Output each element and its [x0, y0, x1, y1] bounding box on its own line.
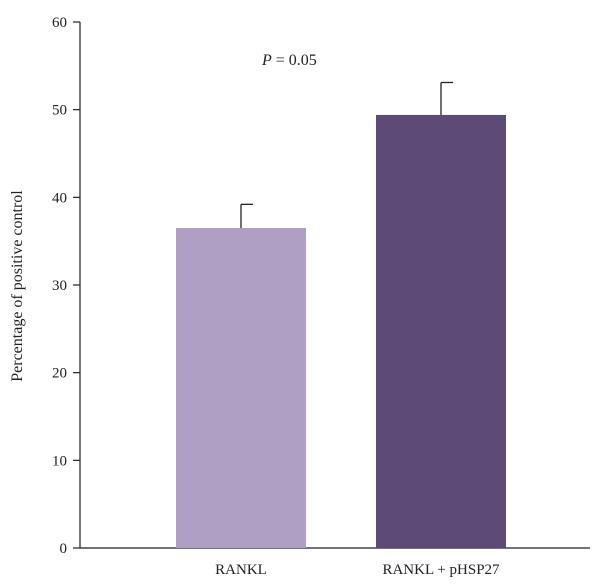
y-tick-label: 60: [52, 15, 67, 31]
bar: [376, 114, 506, 548]
p-value-annotation: P = 0.05: [261, 52, 317, 69]
y-tick-label: 30: [52, 278, 67, 294]
p-value-italic: P: [261, 52, 272, 69]
error-bars: [240, 81, 453, 229]
y-axis: 0 10 20 30 40 50 60: [52, 15, 81, 557]
x-tick-label: RANKL + pHSP27: [382, 562, 500, 578]
bar: [176, 228, 306, 548]
x-axis: RANKL RANKL + pHSP27: [80, 547, 590, 578]
bars: [176, 114, 506, 548]
y-tick-label: 10: [52, 453, 67, 469]
p-value-text: = 0.05: [272, 52, 317, 69]
y-tick-label: 40: [52, 190, 67, 206]
x-tick-label: RANKL: [215, 562, 267, 578]
y-axis-title: Percentage of positive control: [9, 190, 26, 382]
y-tick-label: 20: [52, 366, 67, 382]
y-tick-label: 50: [52, 103, 67, 119]
y-tick-label: 0: [60, 541, 68, 557]
